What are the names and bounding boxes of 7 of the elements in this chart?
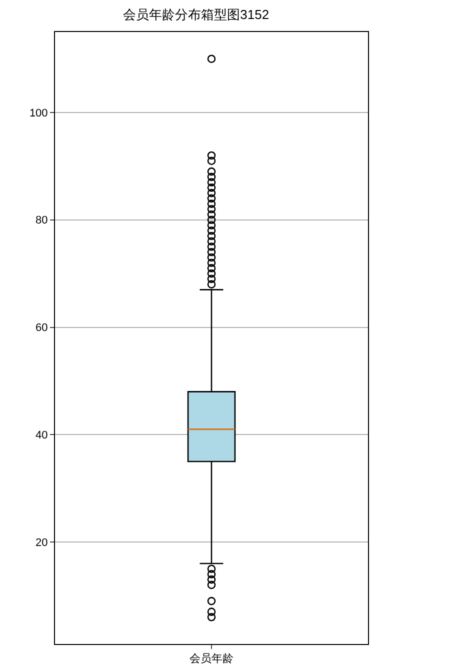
- x-tick-label: 会员年龄: [190, 653, 234, 666]
- y-tick-label: 60: [36, 322, 48, 334]
- chart-title: 会员年龄分布箱型图3152: [123, 7, 270, 22]
- y-tick-label: 80: [36, 214, 48, 227]
- y-tick-label: 100: [29, 107, 48, 120]
- y-tick-label: 40: [36, 429, 48, 442]
- y-tick-label: 20: [36, 536, 48, 549]
